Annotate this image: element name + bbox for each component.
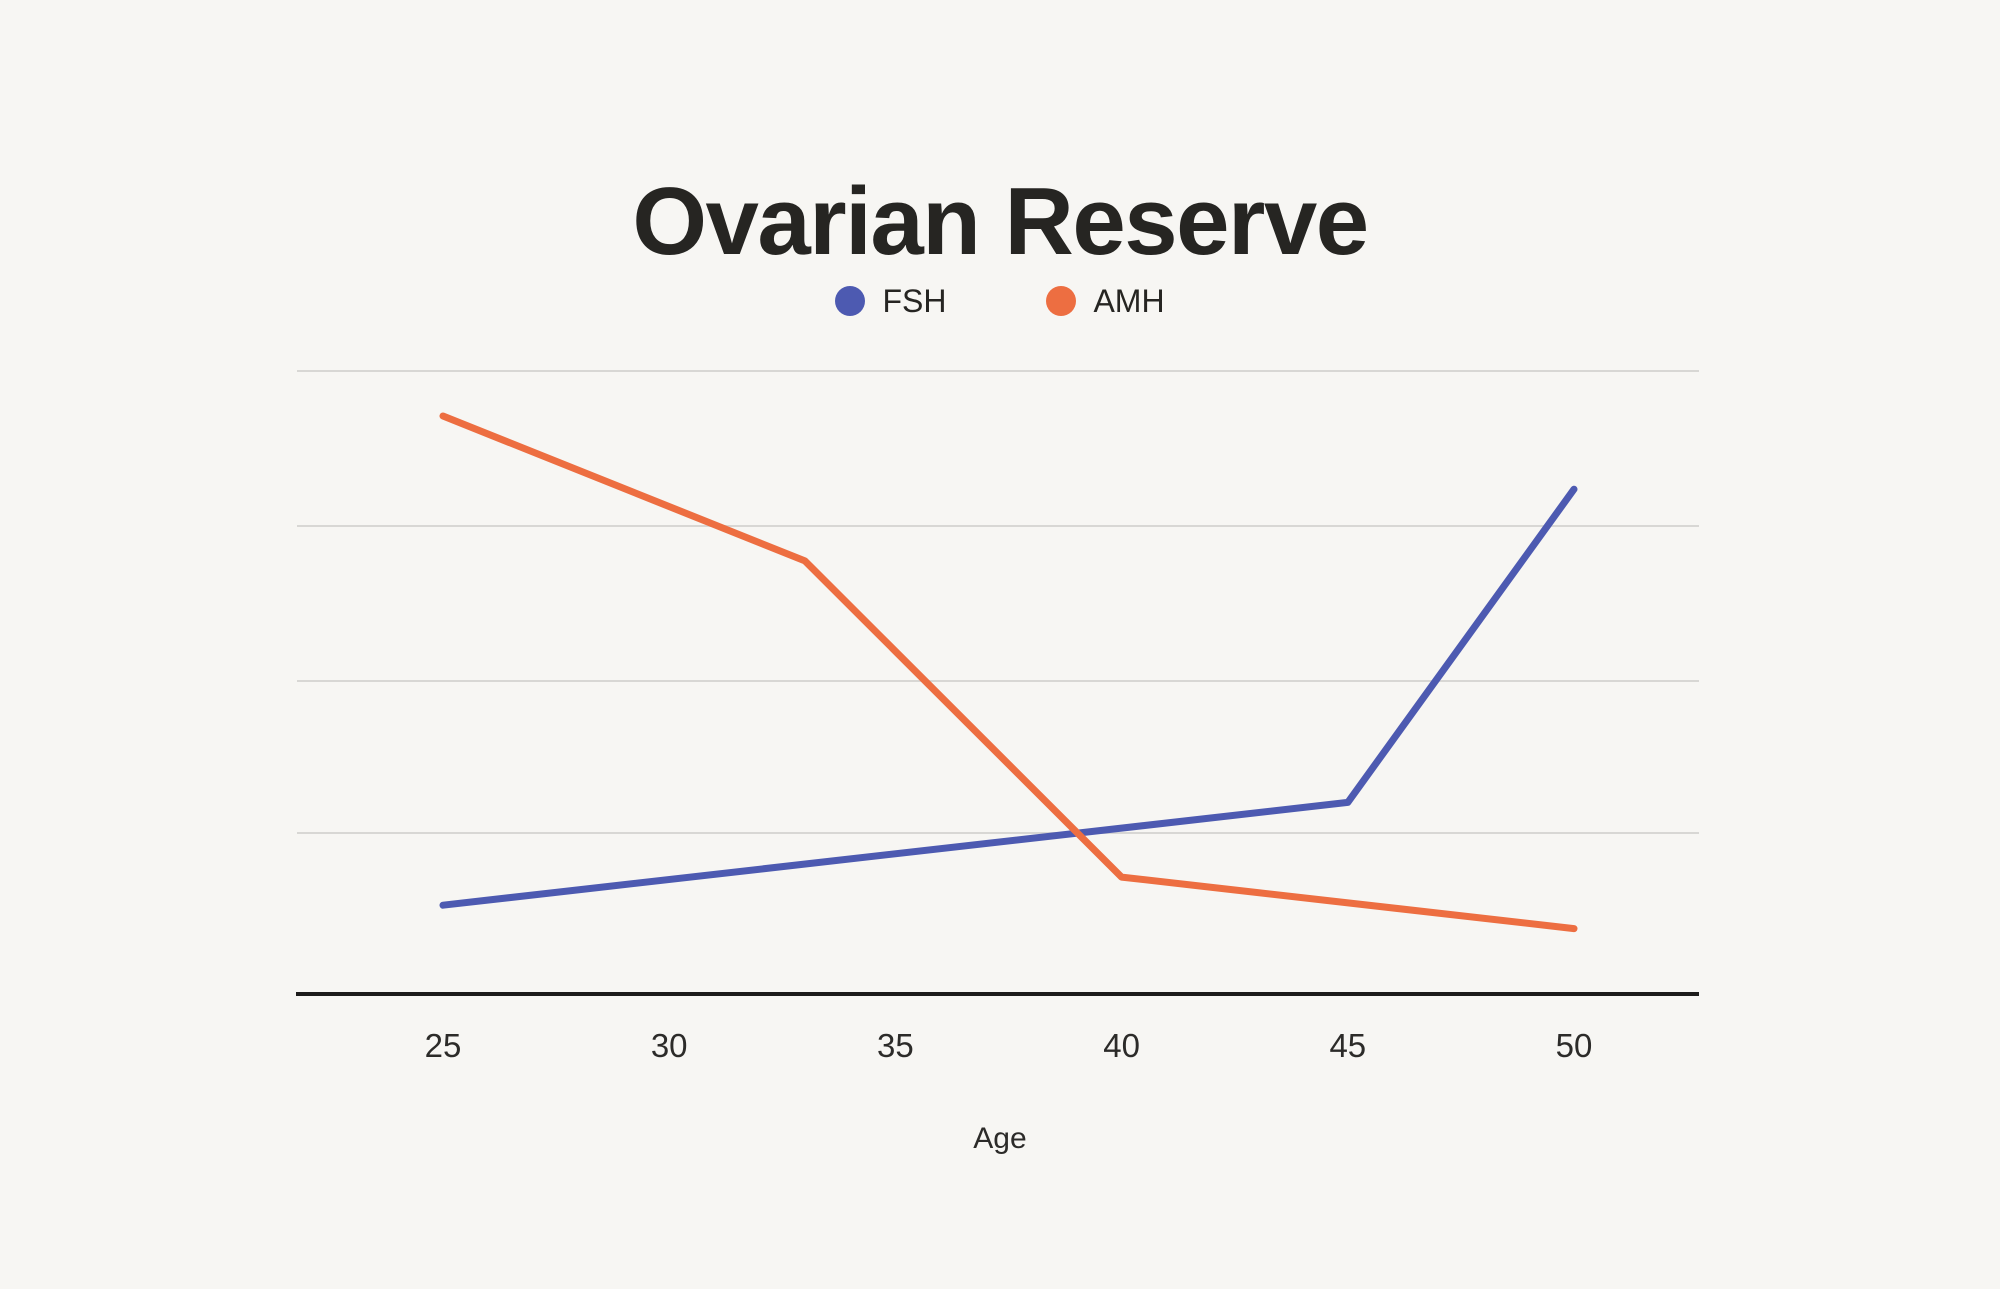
fsh-line bbox=[439, 485, 1578, 909]
amh-line bbox=[439, 412, 1578, 933]
legend-dot-amh bbox=[1046, 286, 1077, 316]
legend-item-amh: AMH bbox=[1046, 283, 1165, 319]
legend: FSH AMH bbox=[0, 283, 2000, 319]
legend-item-fsh: FSH bbox=[835, 283, 946, 319]
legend-label-amh: AMH bbox=[1093, 283, 1165, 319]
legend-dot-fsh bbox=[835, 286, 866, 316]
legend-label-fsh: FSH bbox=[882, 283, 947, 319]
x-axis-title: Age bbox=[973, 1122, 1027, 1155]
chart-title: Ovarian Reserve bbox=[632, 168, 1369, 275]
